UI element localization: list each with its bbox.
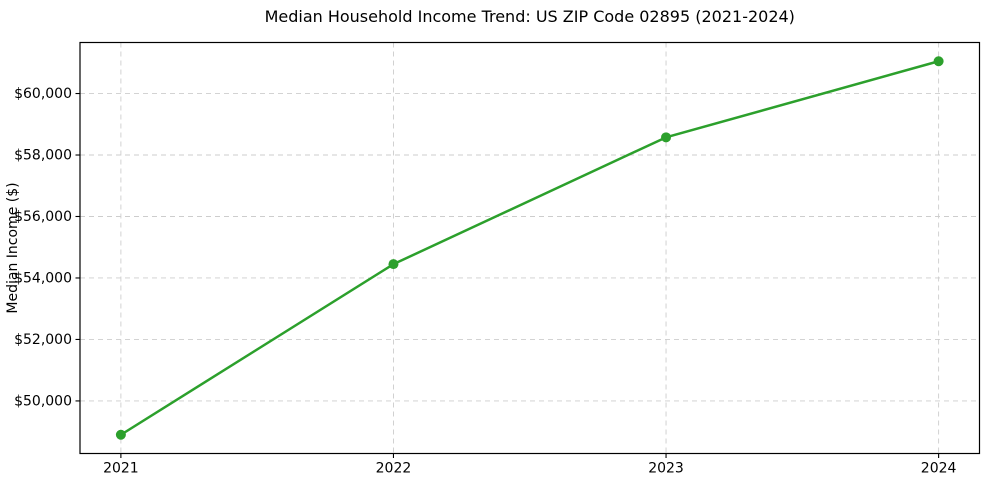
axes-spines (79, 41, 981, 455)
x-tick-label: 2021 (103, 461, 139, 477)
x-tick-label: 2024 (921, 461, 957, 477)
y-axis-label: Median Income ($) (5, 182, 21, 313)
chart-title: Median Household Income Trend: US ZIP Co… (265, 7, 795, 26)
data-series (115, 56, 944, 440)
y-tick-label: $58,000 (14, 148, 72, 164)
tick-labels: 2021 2022 2023 2024 $50,000 $52,000 $54,000 $56… (14, 86, 956, 476)
y-tick-label: $52,000 (14, 332, 72, 348)
tick-marks (75, 92, 940, 458)
data-point-marker (115, 429, 126, 440)
y-tick-label: $60,000 (14, 86, 72, 102)
plot-border (79, 41, 981, 455)
data-point-marker (388, 259, 399, 270)
y-tick-label: $54,000 (14, 270, 72, 286)
data-point-marker (933, 56, 944, 67)
x-tick-label: 2022 (376, 461, 412, 477)
trend-line (119, 60, 940, 436)
y-tick-label: $50,000 (14, 393, 72, 409)
data-point-marker (661, 132, 672, 143)
x-tick-label: 2023 (648, 461, 684, 477)
gridlines (80, 42, 980, 454)
y-tick-label: $56,000 (14, 209, 72, 225)
